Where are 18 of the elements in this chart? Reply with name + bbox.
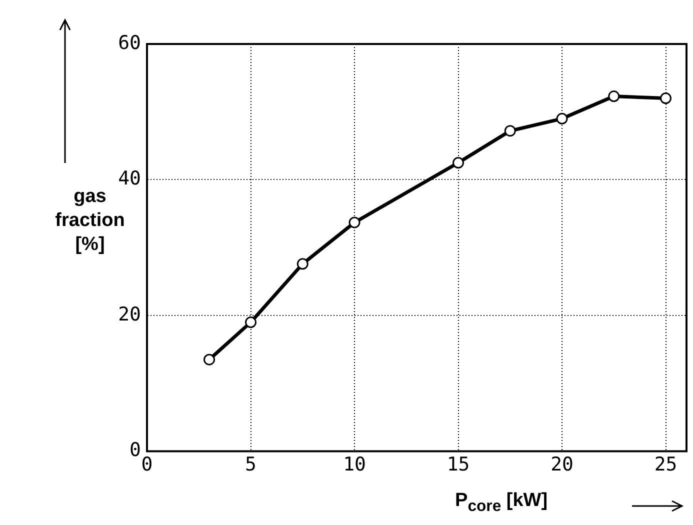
point xyxy=(204,354,215,366)
y-tick-label: 20 xyxy=(118,303,141,326)
point xyxy=(452,157,464,169)
x-tick-label: 20 xyxy=(550,454,574,476)
y-tick-label: 60 xyxy=(118,32,141,54)
y-tick-label: 0 xyxy=(130,439,141,462)
x-tick-label: 10 xyxy=(343,454,366,476)
point xyxy=(556,112,568,124)
x-axis-title: P$_{core}$ [kW] xyxy=(455,490,548,516)
point xyxy=(660,92,672,104)
point xyxy=(245,316,256,328)
point xyxy=(296,258,308,270)
x-tick-label: 5 xyxy=(245,454,256,476)
point xyxy=(504,125,516,137)
x-tick-label: 25 xyxy=(654,454,678,476)
point xyxy=(608,90,620,102)
point xyxy=(348,216,360,228)
x-tick-label: 15 xyxy=(446,454,470,476)
